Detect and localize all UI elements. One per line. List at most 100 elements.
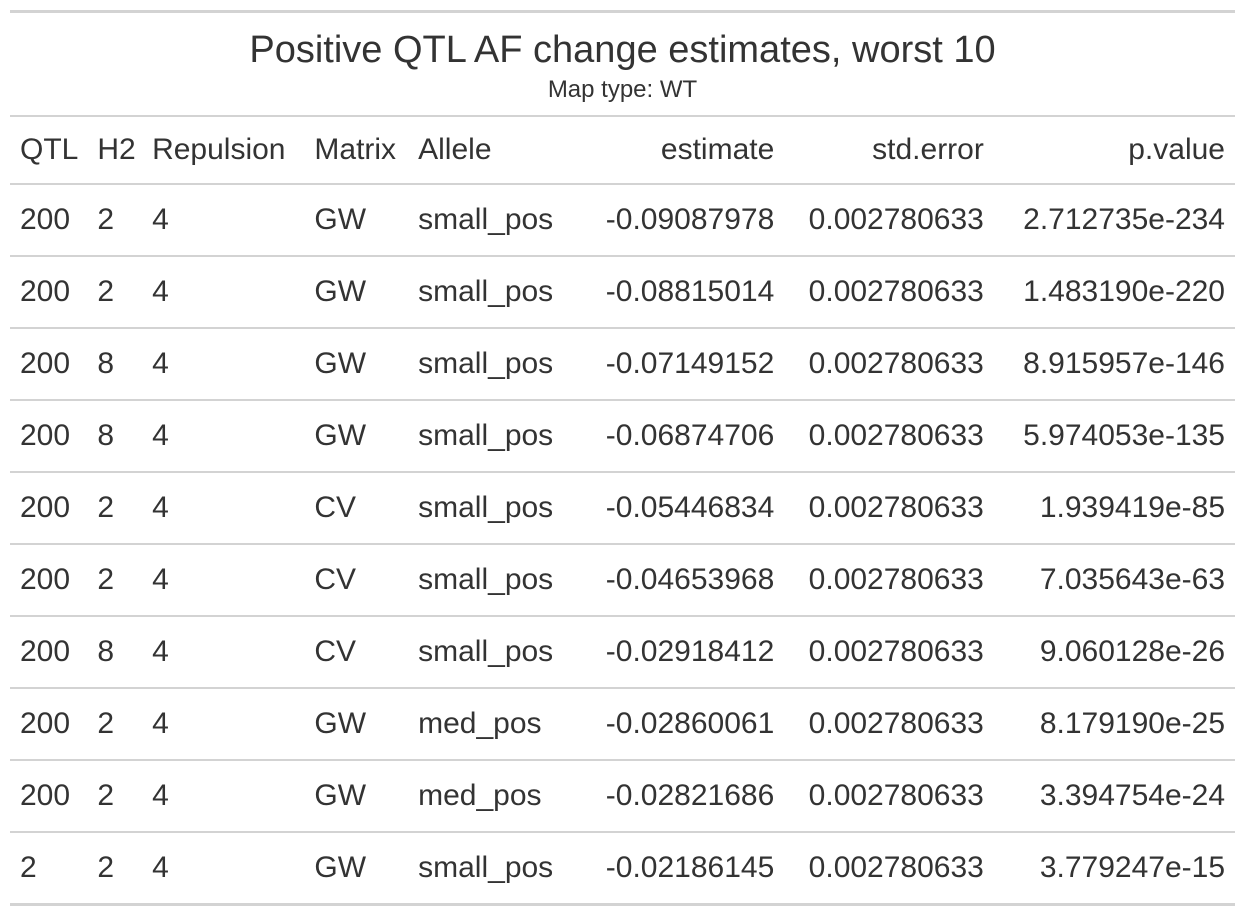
cell-repulsion: 4 — [142, 760, 305, 833]
cell-p-value: 8.915957e-146 — [983, 328, 1235, 401]
header-row: QTL H2 Repulsion Matrix Allele estimate … — [10, 115, 1235, 185]
cell-std-error: 0.002780633 — [774, 328, 984, 401]
table-row: 200 2 4 CV small_pos -0.05446834 0.002780633 1.… — [10, 472, 1235, 545]
cell-std-error: 0.002780633 — [774, 760, 984, 833]
cell-std-error: 0.002780633 — [774, 616, 984, 689]
cell-repulsion: 4 — [142, 256, 305, 329]
column-header-h2: H2 — [87, 115, 143, 185]
cell-qtl: 200 — [10, 688, 88, 761]
column-header-estimate: estimate — [572, 115, 775, 185]
cell-allele: small_pos — [408, 544, 573, 617]
cell-repulsion: 4 — [142, 616, 305, 689]
cell-h2: 8 — [87, 328, 143, 401]
cell-estimate: -0.09087978 — [572, 184, 775, 257]
cell-estimate: -0.02918412 — [572, 616, 775, 689]
cell-h2: 2 — [87, 760, 143, 833]
cell-std-error: 0.002780633 — [774, 544, 984, 617]
cell-h2: 2 — [87, 472, 143, 545]
cell-h2: 2 — [87, 544, 143, 617]
cell-p-value: 3.394754e-24 — [983, 760, 1235, 833]
column-header-p-value: p.value — [983, 115, 1235, 185]
column-header-repulsion: Repulsion — [142, 115, 305, 185]
cell-h2: 2 — [87, 256, 143, 329]
cell-p-value: 3.779247e-15 — [983, 832, 1235, 906]
cell-repulsion: 4 — [142, 832, 305, 906]
cell-qtl: 200 — [10, 616, 88, 689]
cell-allele: med_pos — [408, 760, 573, 833]
cell-matrix: GW — [304, 400, 409, 473]
table-row: 200 2 4 GW med_pos -0.02860061 0.002780633 8.17… — [10, 688, 1235, 761]
cell-allele: small_pos — [408, 616, 573, 689]
cell-matrix: GW — [304, 688, 409, 761]
table-body: 200 2 4 GW small_pos -0.09087978 0.002780633 2.… — [10, 184, 1235, 906]
cell-std-error: 0.002780633 — [774, 184, 984, 257]
table-row: 2 2 4 GW small_pos -0.02186145 0.002780633 3.77… — [10, 832, 1235, 906]
cell-matrix: GW — [304, 328, 409, 401]
cell-p-value: 1.483190e-220 — [983, 256, 1235, 329]
cell-allele: small_pos — [408, 400, 573, 473]
cell-matrix: CV — [304, 616, 409, 689]
cell-repulsion: 4 — [142, 472, 305, 545]
cell-std-error: 0.002780633 — [774, 400, 984, 473]
table-row: 200 8 4 GW small_pos -0.06874706 0.002780633 5.… — [10, 400, 1235, 473]
cell-p-value: 2.712735e-234 — [983, 184, 1235, 257]
cell-matrix: CV — [304, 544, 409, 617]
cell-qtl: 200 — [10, 256, 88, 329]
cell-qtl: 200 — [10, 472, 88, 545]
cell-h2: 2 — [87, 832, 143, 906]
cell-allele: small_pos — [408, 328, 573, 401]
cell-matrix: GW — [304, 256, 409, 329]
cell-matrix: GW — [304, 184, 409, 257]
cell-estimate: -0.02860061 — [572, 688, 775, 761]
cell-qtl: 200 — [10, 544, 88, 617]
cell-qtl: 200 — [10, 328, 88, 401]
cell-p-value: 5.974053e-135 — [983, 400, 1235, 473]
column-header-qtl: QTL — [10, 115, 88, 185]
cell-estimate: -0.02186145 — [572, 832, 775, 906]
cell-allele: small_pos — [408, 184, 573, 257]
table-row: 200 8 4 GW small_pos -0.07149152 0.002780633 8.… — [10, 328, 1235, 401]
cell-allele: small_pos — [408, 472, 573, 545]
cell-h2: 2 — [87, 688, 143, 761]
cell-std-error: 0.002780633 — [774, 832, 984, 906]
cell-qtl: 2 — [10, 832, 88, 906]
cell-estimate: -0.08815014 — [572, 256, 775, 329]
cell-matrix: CV — [304, 472, 409, 545]
cell-h2: 8 — [87, 400, 143, 473]
cell-allele: med_pos — [408, 688, 573, 761]
table-row: 200 2 4 GW small_pos -0.08815014 0.002780633 1.… — [10, 256, 1235, 329]
cell-p-value: 7.035643e-63 — [983, 544, 1235, 617]
cell-estimate: -0.07149152 — [572, 328, 775, 401]
cell-repulsion: 4 — [142, 544, 305, 617]
table-row: 200 2 4 GW med_pos -0.02821686 0.002780633 3.39… — [10, 760, 1235, 833]
cell-estimate: -0.06874706 — [572, 400, 775, 473]
cell-estimate: -0.05446834 — [572, 472, 775, 545]
cell-repulsion: 4 — [142, 400, 305, 473]
column-header-matrix: Matrix — [304, 115, 409, 185]
cell-allele: small_pos — [408, 256, 573, 329]
cell-repulsion: 4 — [142, 184, 305, 257]
table-row: 200 8 4 CV small_pos -0.02918412 0.002780633 9.… — [10, 616, 1235, 689]
cell-matrix: GW — [304, 760, 409, 833]
cell-repulsion: 4 — [142, 688, 305, 761]
cell-p-value: 9.060128e-26 — [983, 616, 1235, 689]
cell-qtl: 200 — [10, 400, 88, 473]
cell-p-value: 1.939419e-85 — [983, 472, 1235, 545]
column-header-allele: Allele — [408, 115, 573, 185]
table-subtitle: Map type: WT — [547, 76, 698, 103]
table-row: 200 2 4 GW small_pos -0.09087978 0.002780633 2.… — [10, 184, 1235, 257]
cell-p-value: 8.179190e-25 — [983, 688, 1235, 761]
cell-estimate: -0.02821686 — [572, 760, 775, 833]
cell-repulsion: 4 — [142, 328, 305, 401]
top-rule — [10, 10, 1235, 13]
column-header-std-error: std.error — [774, 115, 984, 185]
table-row: 200 2 4 CV small_pos -0.04653968 0.002780633 7.… — [10, 544, 1235, 617]
cell-matrix: GW — [304, 832, 409, 906]
cell-estimate: -0.04653968 — [572, 544, 775, 617]
cell-std-error: 0.002780633 — [774, 688, 984, 761]
cell-h2: 8 — [87, 616, 143, 689]
results-table: QTL H2 Repulsion Matrix Allele estimate … — [10, 115, 1235, 906]
cell-qtl: 200 — [10, 760, 88, 833]
cell-std-error: 0.002780633 — [774, 472, 984, 545]
table-container: Positive QTL AF change estimates, worst … — [10, 10, 1235, 906]
